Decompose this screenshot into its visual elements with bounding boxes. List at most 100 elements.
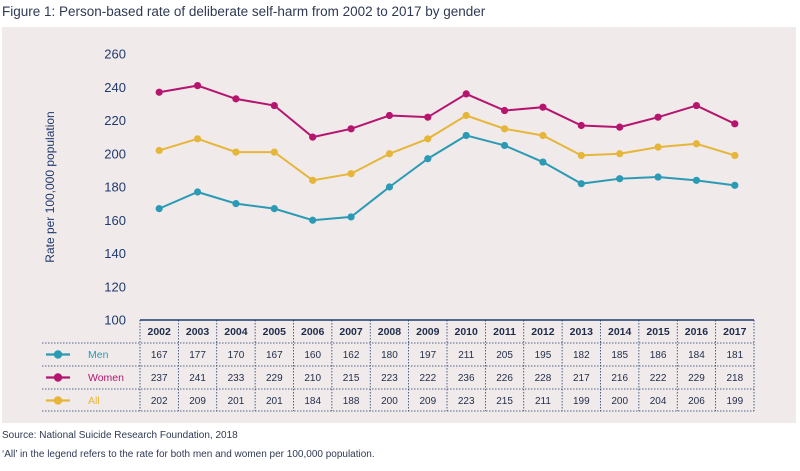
table-cell: 233 [228,373,245,384]
legend-footnote: ‘All’ in the legend refers to the rate f… [2,449,375,460]
table-cell: 209 [189,396,206,407]
data-point-all [385,150,394,158]
data-point-men [731,181,739,189]
data-point-all [155,146,163,155]
table-cell: 182 [573,350,590,361]
series-line-women [159,84,736,139]
table-cell: 223 [381,373,398,384]
x-tick-label: 2010 [455,326,479,338]
table-cell: 222 [650,373,667,384]
data-point-all [539,131,547,140]
y-tick-label: 120 [104,279,126,294]
source-note: Source: National Suicide Research Founda… [2,430,238,441]
data-point-all [462,111,470,120]
data-point-all [692,140,701,148]
table-cell: 184 [304,396,321,407]
data-point-women [193,81,202,90]
x-tick-label: 2004 [224,326,248,338]
table-cell: 167 [151,350,168,361]
table-cell: 202 [151,396,168,407]
y-tick-label: 180 [104,180,126,195]
table-cell: 186 [650,350,667,361]
data-point-women [462,90,470,98]
table-cell: 223 [458,396,475,407]
data-point-all [347,170,355,178]
x-tick-label: 2014 [608,326,632,338]
data-point-women [424,113,432,121]
x-tick-label: 2002 [148,326,172,338]
table-cell: 201 [228,396,245,407]
y-axis-label: Rate per 100,000 population [43,111,57,262]
data-point-men [193,188,202,196]
data-point-all [654,143,662,151]
data-point-women [347,125,355,133]
table-cell: 167 [266,350,283,361]
table-cell: 181 [726,350,743,361]
table-cell: 177 [189,350,206,361]
data-point-men [424,155,432,163]
table-cell: 185 [611,350,628,361]
x-tick-label: 2012 [531,326,555,338]
data-point-men [500,141,509,150]
legend-marker-all [53,396,63,405]
table-cell: 188 [343,396,360,407]
x-tick-label: 2013 [570,326,594,338]
data-point-women [539,103,547,111]
data-point-women [731,120,739,128]
series-line-men [158,134,735,222]
table-cell: 210 [304,373,321,384]
table-cell: 205 [496,350,513,361]
data-point-all [270,148,278,156]
data-point-men [654,173,662,181]
chart-title: Figure 1: Person-based rate of deliberat… [2,4,486,19]
legend-marker-men [53,350,63,359]
table-cell: 184 [688,350,705,361]
legend-label-men: Men [88,349,109,361]
data-table: 2002 2003 2004 2005 2006 2007 2008 2009 2010 2011… [42,319,755,412]
series-lines [155,81,739,224]
data-point-all [731,151,739,160]
table-cell: 237 [151,373,168,384]
x-tick-label: 2015 [646,326,670,338]
data-point-men [385,183,394,191]
y-tick-label: 220 [104,113,126,128]
table-cell: 200 [611,396,628,407]
table-cell: 216 [611,373,628,384]
x-tick-label: 2017 [723,326,747,338]
table-cell: 211 [458,350,474,361]
table-cell: 229 [688,373,705,384]
table-cell: 201 [266,396,283,407]
data-point-all [577,151,585,160]
y-tick-label: 260 [104,47,126,62]
data-point-women [500,106,509,115]
data-point-men [616,175,624,183]
table-cell: 215 [496,396,513,407]
table-cell: 160 [304,350,321,361]
data-point-men [155,205,163,213]
data-point-all [500,125,509,133]
table-cell: 215 [343,373,360,384]
x-tick-label: 2009 [416,326,440,338]
data-point-women [654,113,662,121]
table-cell: 222 [419,373,436,384]
table-cell: 218 [726,373,743,384]
y-tick-label: 240 [104,80,126,95]
table-cell: 200 [381,396,398,407]
data-point-all [232,148,240,156]
x-tick-label: 2003 [186,326,210,338]
table-cell: 199 [573,396,590,407]
data-point-all [193,135,202,143]
table-cell: 197 [419,350,436,361]
data-point-men [309,216,317,224]
data-point-women [270,101,278,110]
data-point-women [577,121,585,130]
table-cell: 226 [496,373,513,384]
table-cell: 241 [189,373,206,384]
table-cell: 195 [535,350,552,361]
table-cell: 170 [228,350,245,361]
data-point-women [232,95,240,103]
table-cell: 217 [573,373,590,384]
data-point-all [309,176,317,184]
x-tick-label: 2005 [263,326,287,338]
table-cell: 162 [343,350,360,361]
